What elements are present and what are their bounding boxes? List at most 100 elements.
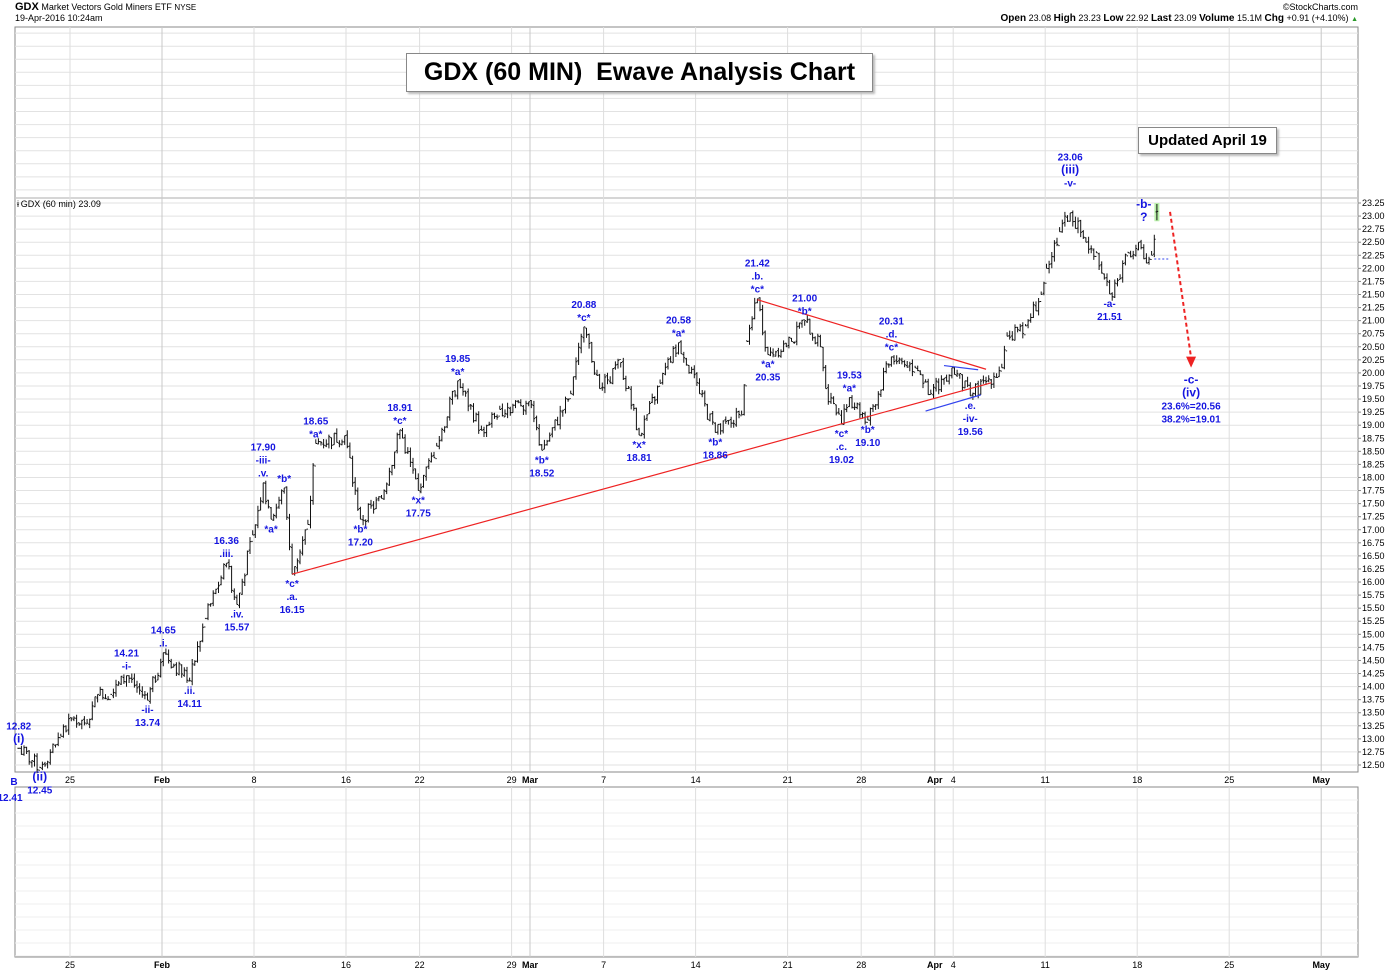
- price-bar: [495, 414, 499, 420]
- wave-label: 38.2%=19.01: [1161, 414, 1221, 425]
- price-bar: [135, 680, 139, 693]
- y-tick-label: 15.75: [1362, 590, 1385, 600]
- price-bar: [664, 362, 667, 376]
- price-bar: [1018, 323, 1022, 332]
- price-bar: [585, 327, 588, 338]
- x-tick-label-lower: 8: [251, 960, 256, 970]
- x-tick-label: 16: [341, 775, 351, 785]
- price-bar: [1058, 227, 1061, 247]
- price-bar: [1095, 251, 1098, 257]
- price-bar: [238, 592, 241, 609]
- price-bar: [700, 390, 704, 398]
- y-tick-label: 21.25: [1362, 303, 1385, 313]
- wave-label: -a-: [1103, 299, 1115, 310]
- y-tick-label: 20.50: [1362, 342, 1385, 352]
- price-bar: [656, 385, 659, 404]
- price-bar: [127, 675, 131, 683]
- wave-label: .iii.: [219, 549, 233, 560]
- price-bar: [325, 439, 328, 448]
- price-bar: [745, 340, 749, 387]
- price-bar: [666, 357, 670, 370]
- price-bar: [1000, 363, 1004, 372]
- red-trendline: [757, 299, 987, 370]
- price-bar: [1011, 331, 1014, 341]
- price-bar: [298, 549, 302, 565]
- price-bar: [80, 719, 84, 730]
- y-tick-label: 23.00: [1362, 211, 1385, 221]
- price-bar: [800, 319, 804, 328]
- price-bar: [674, 344, 678, 357]
- price-bar: [1013, 324, 1017, 341]
- price-bar: [480, 425, 483, 431]
- price-bar: [482, 426, 486, 437]
- wave-label: *c*: [835, 429, 848, 440]
- price-bar: [311, 463, 315, 505]
- wave-label: *a*: [843, 383, 856, 394]
- price-bar: [1066, 215, 1069, 222]
- wave-label: 17.20: [348, 537, 373, 548]
- price-bar: [280, 489, 283, 505]
- price-bar: [430, 452, 433, 463]
- price-bar: [798, 322, 801, 329]
- y-tick-label: 21.75: [1362, 276, 1385, 286]
- price-bar: [285, 486, 289, 520]
- x-tick-label-lower: 7: [601, 960, 606, 970]
- price-bar: [961, 374, 964, 392]
- price-bar: [424, 466, 428, 481]
- x-tick-label: 14: [691, 775, 701, 785]
- price-bar: [256, 505, 260, 529]
- y-tick-label: 15.25: [1362, 616, 1385, 626]
- price-bar: [871, 404, 875, 412]
- price-bar: [264, 480, 268, 505]
- price-bar: [75, 714, 78, 728]
- price-bar: [824, 365, 827, 390]
- price-bar: [816, 333, 820, 347]
- price-bar: [777, 347, 780, 358]
- price-bar: [995, 373, 998, 378]
- price-bar: [619, 359, 622, 368]
- wave-label: 13.74: [135, 718, 160, 729]
- price-bar: [1092, 248, 1096, 260]
- y-tick-label: 13.00: [1362, 734, 1385, 744]
- price-bar: [364, 519, 367, 526]
- price-bar: [1045, 263, 1048, 284]
- price-bar: [698, 378, 701, 395]
- price-bar: [537, 424, 541, 446]
- y-tick-label: 20.00: [1362, 368, 1385, 378]
- price-bar: [369, 499, 373, 509]
- x-tick-label-lower: 16: [341, 960, 351, 970]
- x-tick-label-lower: 28: [856, 960, 866, 970]
- y-tick-label: 21.00: [1362, 316, 1385, 326]
- price-bar: [819, 334, 822, 348]
- y-tick-label: 14.50: [1362, 655, 1385, 665]
- price-bar: [750, 316, 754, 331]
- price-bar: [277, 496, 281, 509]
- price-bar: [953, 366, 956, 375]
- wave-label: .a.: [287, 592, 298, 603]
- price-bar: [850, 395, 854, 409]
- price-bar: [296, 558, 299, 572]
- price-bar: [979, 379, 983, 395]
- price-bar: [658, 379, 662, 387]
- price-bar: [572, 376, 575, 396]
- series-legend: ɨ GDX (60 min) 23.09: [17, 199, 101, 209]
- price-bar: [766, 346, 770, 356]
- price-bar: [301, 536, 304, 556]
- volume-value: 15.1M: [1237, 13, 1263, 23]
- price-bar: [1021, 322, 1025, 339]
- price-bar: [855, 402, 859, 410]
- price-bar: [1050, 252, 1054, 269]
- price-bar: [971, 392, 975, 400]
- wave-label: *x*: [632, 440, 645, 451]
- up-triangle-icon: ▲: [1351, 16, 1358, 23]
- last-value: 23.09: [1174, 13, 1197, 23]
- price-bar: [519, 399, 523, 407]
- price-bar: [414, 468, 417, 480]
- price-bar: [963, 380, 967, 389]
- price-bar: [427, 458, 431, 470]
- price-bar: [98, 686, 102, 696]
- price-bar: [162, 652, 165, 667]
- chart-datetime: 19-Apr-2016 10:24am: [15, 13, 103, 23]
- price-bar: [466, 388, 470, 412]
- wave-label: ?: [1140, 210, 1147, 224]
